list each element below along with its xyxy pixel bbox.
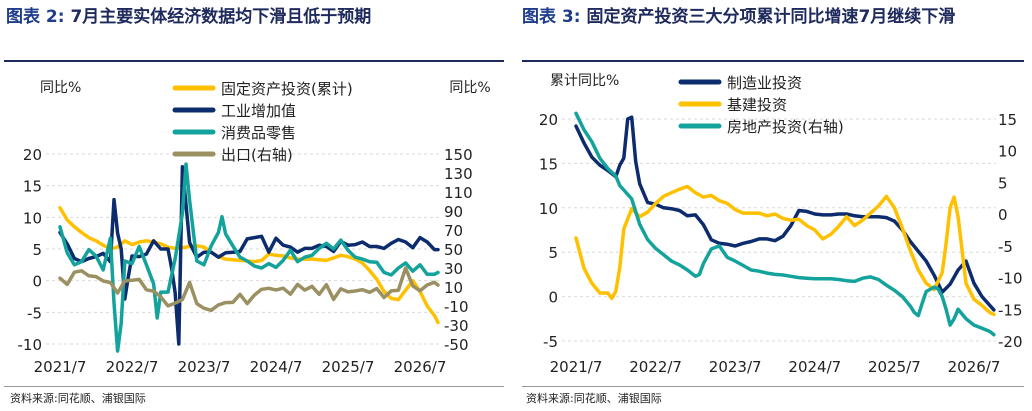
chart-panel-3: 图表 3: 固定资产投资三大分项累计同比增速7月继续下滑 20 15 10 5 0 -5 1… bbox=[516, 0, 1032, 411]
source-rule bbox=[4, 386, 504, 387]
source-note: 资料来源:同花顺、浦银国际 bbox=[526, 392, 662, 405]
x-tick-label: 2021/7 bbox=[550, 358, 603, 376]
y-right-tick-label: 110 bbox=[444, 184, 473, 202]
y-right-tick-label: 50 bbox=[444, 241, 463, 259]
line-chart: 20 15 10 5 0 -5 15 10 5 0 -5 -10 -15 -20 2021/7 2022/7 2… bbox=[539, 73, 1023, 376]
y-left-tick-label: -10 bbox=[18, 336, 43, 354]
y-right-tick-label: 5 bbox=[998, 174, 1008, 192]
y-left-tick-label: 0 bbox=[548, 289, 558, 307]
y-left-tick-label: 10 bbox=[23, 209, 42, 227]
y-right-tick-label: 130 bbox=[444, 165, 473, 183]
legend-label: 消费品零售 bbox=[221, 124, 296, 142]
figure-title: 图表 3: 固定资产投资三大分项累计同比增速7月继续下滑 bbox=[522, 4, 1012, 30]
figure-label: 图表 2: bbox=[6, 7, 65, 27]
title-rule bbox=[4, 60, 504, 62]
y-right-tick-label: -10 bbox=[444, 298, 469, 316]
x-tick-label: 2021/7 bbox=[34, 358, 87, 376]
y-right-tick-label: 90 bbox=[444, 203, 463, 221]
x-tick-label: 2024/7 bbox=[250, 358, 303, 376]
series-line bbox=[574, 111, 996, 337]
y-right-tick-label: -5 bbox=[998, 238, 1013, 256]
x-tick-label: 2026/7 bbox=[394, 358, 447, 376]
y-right-tick-label: 10 bbox=[998, 143, 1017, 161]
y-right-tick-label: -15 bbox=[998, 301, 1023, 319]
y-right-tick-label: 150 bbox=[444, 146, 473, 164]
y-left-tick-label: 20 bbox=[539, 111, 558, 129]
y-left-tick-label: 15 bbox=[23, 178, 42, 196]
y-left-tick-label: -5 bbox=[27, 304, 42, 322]
y-left-unit-label: 累计同比% bbox=[550, 73, 619, 89]
x-tick-label: 2025/7 bbox=[322, 358, 375, 376]
y-left-tick-label: -5 bbox=[543, 333, 558, 351]
series-line bbox=[574, 184, 996, 317]
y-right-tick-label: 0 bbox=[998, 206, 1008, 224]
x-tick-label: 2026/7 bbox=[948, 358, 1001, 376]
legend-label: 房地产投资(右轴) bbox=[727, 118, 844, 136]
figure-title: 图表 2: 7月主要实体经济数据均下滑且低于预期 bbox=[6, 4, 506, 30]
y-right-tick-label: -20 bbox=[998, 333, 1023, 351]
y-right-tick-label: -10 bbox=[998, 270, 1023, 288]
legend-label: 制造业投资 bbox=[727, 74, 802, 92]
y-right-tick-label: 10 bbox=[444, 279, 463, 297]
legend-label: 工业增加值 bbox=[221, 102, 296, 120]
figure-label: 图表 3: bbox=[522, 7, 581, 27]
series-line bbox=[574, 115, 996, 312]
y-left-unit-label: 同比% bbox=[40, 80, 81, 96]
figure-title-text: 7月主要实体经济数据均下滑且低于预期 bbox=[70, 7, 372, 27]
x-tick-label: 2024/7 bbox=[788, 358, 841, 376]
legend-label: 出口(右轴) bbox=[221, 146, 293, 164]
y-left-tick-label: 10 bbox=[539, 200, 558, 218]
figure-title-text: 固定资产投资三大分项累计同比增速7月继续下滑 bbox=[586, 7, 956, 27]
y-left-tick-label: 15 bbox=[539, 155, 558, 173]
y-right-tick-label: 15 bbox=[998, 111, 1017, 129]
x-tick-label: 2025/7 bbox=[868, 358, 921, 376]
x-tick-label: 2023/7 bbox=[178, 358, 231, 376]
source-rule bbox=[522, 386, 1024, 387]
y-right-tick-label: 70 bbox=[444, 222, 463, 240]
chart-panel-2: 图表 2: 7月主要实体经济数据均下滑且低于预期 20 15 10 5 0 -5 -10 15… bbox=[4, 4, 506, 405]
legend-label: 固定资产投资(累计) bbox=[221, 80, 353, 98]
y-right-tick-label: 30 bbox=[444, 260, 463, 278]
x-tick-label: 2022/7 bbox=[106, 358, 159, 376]
x-tick-label: 2022/7 bbox=[629, 358, 682, 376]
y-left-tick-label: 5 bbox=[32, 241, 42, 259]
series-line bbox=[58, 206, 440, 325]
series-line bbox=[58, 266, 440, 313]
legend-label: 基建投资 bbox=[727, 96, 787, 114]
y-left-tick-label: 0 bbox=[32, 273, 42, 291]
title-rule bbox=[522, 60, 1024, 62]
series-line bbox=[58, 162, 440, 353]
y-left-tick-label: 5 bbox=[548, 244, 558, 262]
y-right-tick-label: -30 bbox=[444, 317, 469, 335]
series-line bbox=[58, 164, 440, 346]
y-right-tick-label: -50 bbox=[444, 336, 469, 354]
y-left-tick-label: 20 bbox=[23, 146, 42, 164]
line-chart: 20151050-5-101501301109070503010-10-30-5… bbox=[18, 80, 491, 376]
y-right-unit-label: 同比% bbox=[449, 80, 490, 96]
source-note: 资料来源:同花顺、浦银国际 bbox=[10, 392, 146, 405]
x-tick-label: 2023/7 bbox=[709, 358, 762, 376]
